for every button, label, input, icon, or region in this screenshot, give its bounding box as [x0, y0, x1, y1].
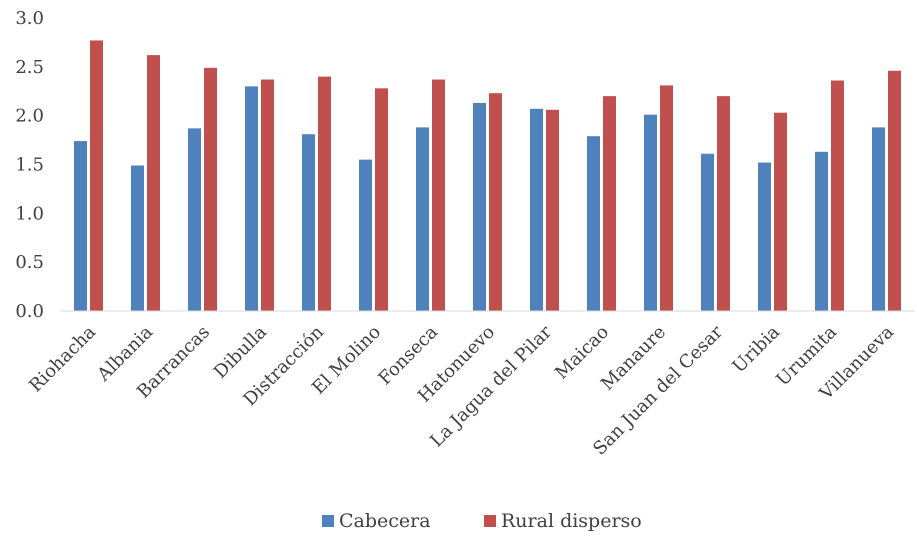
bar-rural-disperso — [432, 79, 445, 311]
bar-cabecera — [644, 114, 657, 311]
bar-rural-disperso — [204, 67, 217, 311]
x-category-label: Riohacha — [25, 322, 100, 397]
y-tick-label: 1.0 — [15, 203, 44, 224]
bar-rural-disperso — [546, 109, 559, 311]
bar-cabecera — [758, 162, 771, 311]
y-tick-label: 1.5 — [15, 155, 44, 176]
bar-rural-disperso — [831, 80, 844, 311]
bar-cabecera — [359, 159, 372, 311]
bar-cabecera — [245, 86, 258, 311]
y-tick-label: 2.0 — [15, 106, 44, 127]
bar-cabecera — [302, 134, 315, 311]
y-axis-ticks: 0.0 0.5 1.0 1.5 2.0 2.5 3.0 — [15, 8, 44, 322]
bar-cabecera — [188, 128, 201, 311]
bar-rural-disperso — [261, 79, 274, 311]
bars-group — [74, 40, 901, 312]
bar-cabecera — [473, 102, 486, 311]
y-tick-label: 2.5 — [15, 57, 44, 78]
bar-rural-disperso — [774, 112, 787, 311]
x-axis-labels: RiohachaAlbaniaBarrancasDibullaDistracci… — [25, 321, 898, 459]
y-tick-label: 0.5 — [15, 252, 44, 273]
bar-cabecera — [74, 141, 87, 311]
bar-cabecera — [416, 127, 429, 312]
legend-label-rural-disperso: Rural disperso — [501, 510, 642, 532]
bar-cabecera — [587, 136, 600, 311]
bar-rural-disperso — [375, 88, 388, 311]
bar-rural-disperso — [90, 40, 103, 312]
bar-rural-disperso — [489, 93, 502, 311]
bar-rural-disperso — [147, 55, 160, 311]
bar-cabecera — [701, 153, 714, 311]
legend-label-cabecera: Cabecera — [339, 510, 431, 532]
bar-rural-disperso — [888, 70, 901, 312]
y-tick-label: 3.0 — [15, 8, 44, 29]
legend-swatch-rural-disperso — [484, 515, 496, 527]
x-category-label: Uribia — [728, 321, 784, 377]
bar-rural-disperso — [660, 85, 673, 311]
bar-cabecera — [815, 151, 828, 311]
y-tick-label: 0.0 — [15, 301, 44, 322]
bar-cabecera — [530, 108, 543, 311]
bar-rural-disperso — [603, 96, 616, 311]
bar-rural-disperso — [717, 96, 730, 311]
bar-cabecera — [872, 127, 885, 312]
bar-cabecera — [131, 165, 144, 311]
legend: Cabecera Rural disperso — [322, 510, 642, 532]
legend-swatch-cabecera — [322, 515, 334, 527]
bar-rural-disperso — [318, 76, 331, 311]
